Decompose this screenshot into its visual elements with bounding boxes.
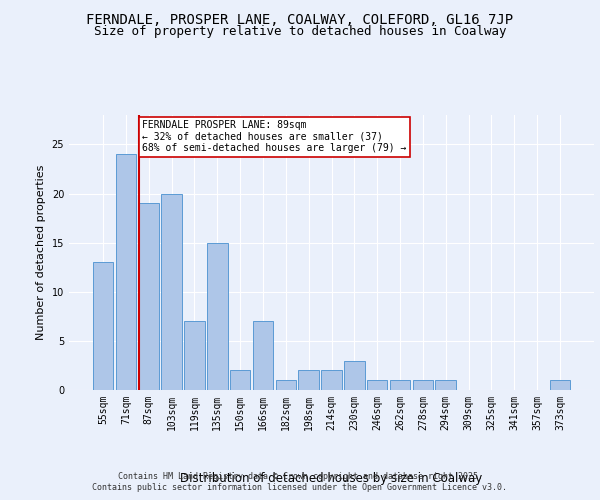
Bar	[139, 204, 159, 390]
Bar	[436, 380, 456, 390]
Text: FERNDALE, PROSPER LANE, COALWAY, COLEFORD, GL16 7JP: FERNDALE, PROSPER LANE, COALWAY, COLEFOR…	[86, 12, 514, 26]
Bar	[161, 194, 182, 390]
Bar	[367, 380, 388, 390]
X-axis label: Distribution of detached houses by size in Coalway: Distribution of detached houses by size …	[181, 472, 482, 485]
Bar	[321, 370, 342, 390]
Bar	[275, 380, 296, 390]
Text: Contains HM Land Registry data © Crown copyright and database right 2025.
Contai: Contains HM Land Registry data © Crown c…	[92, 472, 508, 492]
Bar	[230, 370, 250, 390]
Bar	[93, 262, 113, 390]
Y-axis label: Number of detached properties: Number of detached properties	[36, 165, 46, 340]
Bar	[298, 370, 319, 390]
Bar	[253, 322, 273, 390]
Text: FERNDALE PROSPER LANE: 89sqm
← 32% of detached houses are smaller (37)
68% of se: FERNDALE PROSPER LANE: 89sqm ← 32% of de…	[142, 120, 406, 153]
Bar	[184, 322, 205, 390]
Bar	[116, 154, 136, 390]
Bar	[344, 360, 365, 390]
Bar	[207, 242, 227, 390]
Bar	[550, 380, 570, 390]
Text: Size of property relative to detached houses in Coalway: Size of property relative to detached ho…	[94, 25, 506, 38]
Bar	[413, 380, 433, 390]
Bar	[390, 380, 410, 390]
